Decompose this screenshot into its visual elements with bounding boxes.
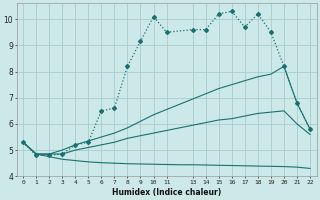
X-axis label: Humidex (Indice chaleur): Humidex (Indice chaleur) xyxy=(112,188,221,197)
